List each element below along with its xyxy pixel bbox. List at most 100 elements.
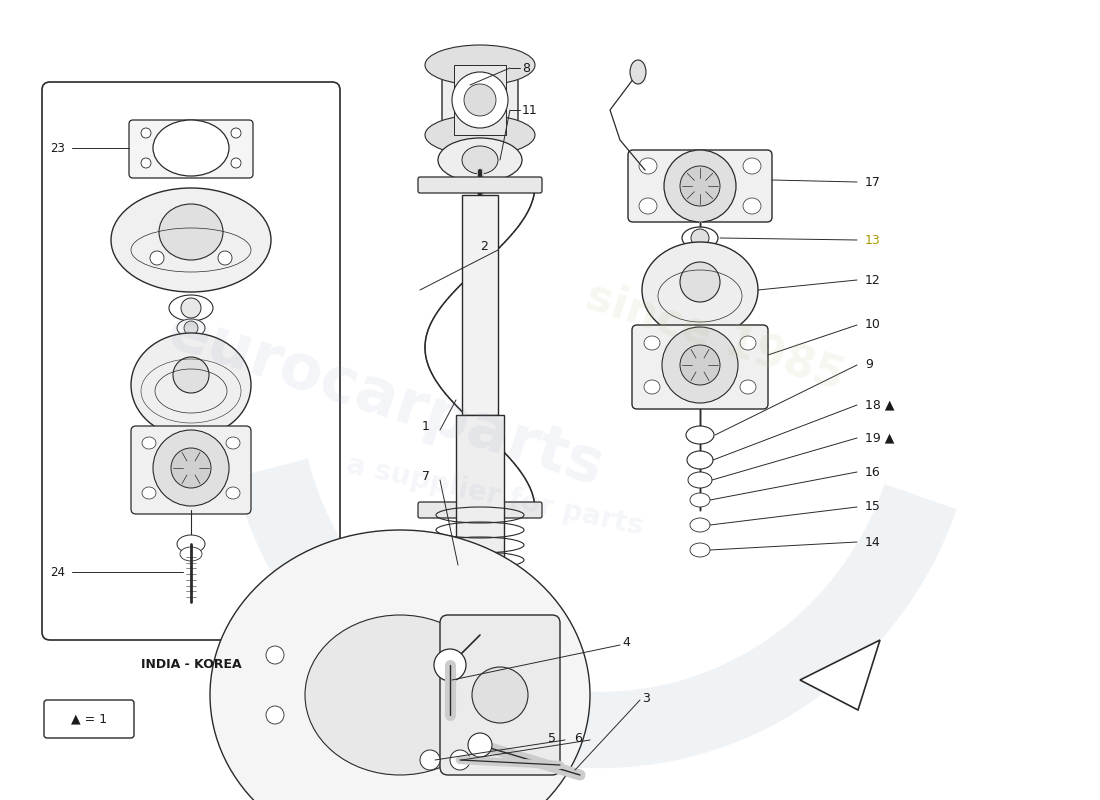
Ellipse shape: [644, 380, 660, 394]
Ellipse shape: [630, 60, 646, 84]
Ellipse shape: [266, 646, 284, 664]
Text: 1: 1: [422, 421, 430, 434]
Ellipse shape: [688, 472, 712, 488]
Ellipse shape: [180, 547, 202, 561]
Ellipse shape: [742, 158, 761, 174]
Ellipse shape: [680, 262, 720, 302]
Bar: [459, 160, 500, 182]
Ellipse shape: [464, 84, 496, 116]
Bar: [454, 65, 506, 135]
FancyBboxPatch shape: [44, 700, 134, 738]
Text: 23: 23: [50, 142, 65, 154]
Text: eurocarparts: eurocarparts: [160, 301, 610, 499]
Ellipse shape: [468, 733, 492, 757]
Text: 10: 10: [865, 318, 881, 331]
Bar: [456, 415, 504, 615]
Ellipse shape: [438, 138, 522, 182]
Ellipse shape: [664, 150, 736, 222]
Text: 16: 16: [865, 466, 881, 478]
Ellipse shape: [153, 120, 229, 176]
Text: 2: 2: [480, 241, 488, 254]
Text: since 1985: since 1985: [581, 274, 849, 398]
Bar: [462, 195, 498, 415]
Ellipse shape: [644, 336, 660, 350]
Ellipse shape: [169, 295, 213, 321]
Ellipse shape: [141, 128, 151, 138]
Ellipse shape: [425, 45, 535, 85]
Ellipse shape: [111, 188, 271, 292]
Ellipse shape: [170, 448, 211, 488]
Text: 18 ▲: 18 ▲: [865, 398, 894, 411]
Ellipse shape: [642, 242, 758, 338]
Ellipse shape: [466, 606, 494, 634]
Text: 11: 11: [522, 103, 538, 117]
Ellipse shape: [740, 336, 756, 350]
Ellipse shape: [226, 487, 240, 499]
Text: 19 ▲: 19 ▲: [865, 431, 894, 445]
Ellipse shape: [177, 319, 205, 337]
Ellipse shape: [150, 251, 164, 265]
Text: INDIA - KOREA: INDIA - KOREA: [141, 658, 241, 671]
Ellipse shape: [231, 128, 241, 138]
Text: a supplier for parts: a supplier for parts: [344, 451, 646, 541]
FancyBboxPatch shape: [235, 625, 315, 735]
Text: 8: 8: [522, 62, 530, 74]
Ellipse shape: [184, 321, 198, 335]
Text: 3: 3: [642, 691, 650, 705]
Ellipse shape: [182, 298, 201, 318]
Ellipse shape: [173, 357, 209, 393]
Ellipse shape: [680, 345, 720, 385]
Text: 12: 12: [865, 274, 881, 286]
Ellipse shape: [305, 615, 495, 775]
Ellipse shape: [266, 706, 284, 724]
FancyBboxPatch shape: [628, 150, 772, 222]
Text: 17: 17: [865, 175, 881, 189]
Text: 13: 13: [865, 234, 881, 246]
Ellipse shape: [142, 487, 156, 499]
Text: 15: 15: [865, 501, 881, 514]
Text: 6: 6: [574, 731, 582, 745]
Ellipse shape: [691, 229, 710, 247]
Ellipse shape: [452, 602, 508, 638]
Text: 9: 9: [865, 358, 873, 371]
Ellipse shape: [218, 251, 232, 265]
Polygon shape: [800, 640, 880, 710]
Ellipse shape: [153, 430, 229, 506]
Ellipse shape: [141, 158, 151, 168]
FancyBboxPatch shape: [632, 325, 768, 409]
Ellipse shape: [686, 426, 714, 444]
Text: 24: 24: [50, 566, 65, 578]
Ellipse shape: [452, 72, 508, 128]
FancyBboxPatch shape: [440, 615, 560, 775]
Ellipse shape: [742, 198, 761, 214]
Text: 7: 7: [422, 470, 430, 483]
Text: 5: 5: [548, 731, 556, 745]
Ellipse shape: [462, 146, 498, 174]
Text: 4: 4: [621, 637, 630, 650]
Ellipse shape: [688, 451, 713, 469]
Ellipse shape: [160, 204, 223, 260]
Ellipse shape: [682, 227, 718, 249]
FancyBboxPatch shape: [418, 502, 542, 518]
Ellipse shape: [226, 437, 240, 449]
Ellipse shape: [472, 667, 528, 723]
Ellipse shape: [142, 437, 156, 449]
Ellipse shape: [425, 115, 535, 155]
FancyBboxPatch shape: [418, 177, 542, 193]
Ellipse shape: [690, 493, 710, 507]
Ellipse shape: [434, 649, 466, 681]
Ellipse shape: [639, 158, 657, 174]
Ellipse shape: [680, 166, 720, 206]
Ellipse shape: [210, 530, 590, 800]
Ellipse shape: [450, 750, 470, 770]
FancyBboxPatch shape: [442, 55, 518, 140]
Text: ▲ = 1: ▲ = 1: [70, 713, 107, 726]
Text: 14: 14: [865, 535, 881, 549]
Ellipse shape: [420, 750, 440, 770]
FancyBboxPatch shape: [131, 426, 251, 514]
Ellipse shape: [639, 198, 657, 214]
Ellipse shape: [690, 518, 710, 532]
Ellipse shape: [131, 333, 251, 437]
FancyBboxPatch shape: [129, 120, 253, 178]
Ellipse shape: [662, 327, 738, 403]
